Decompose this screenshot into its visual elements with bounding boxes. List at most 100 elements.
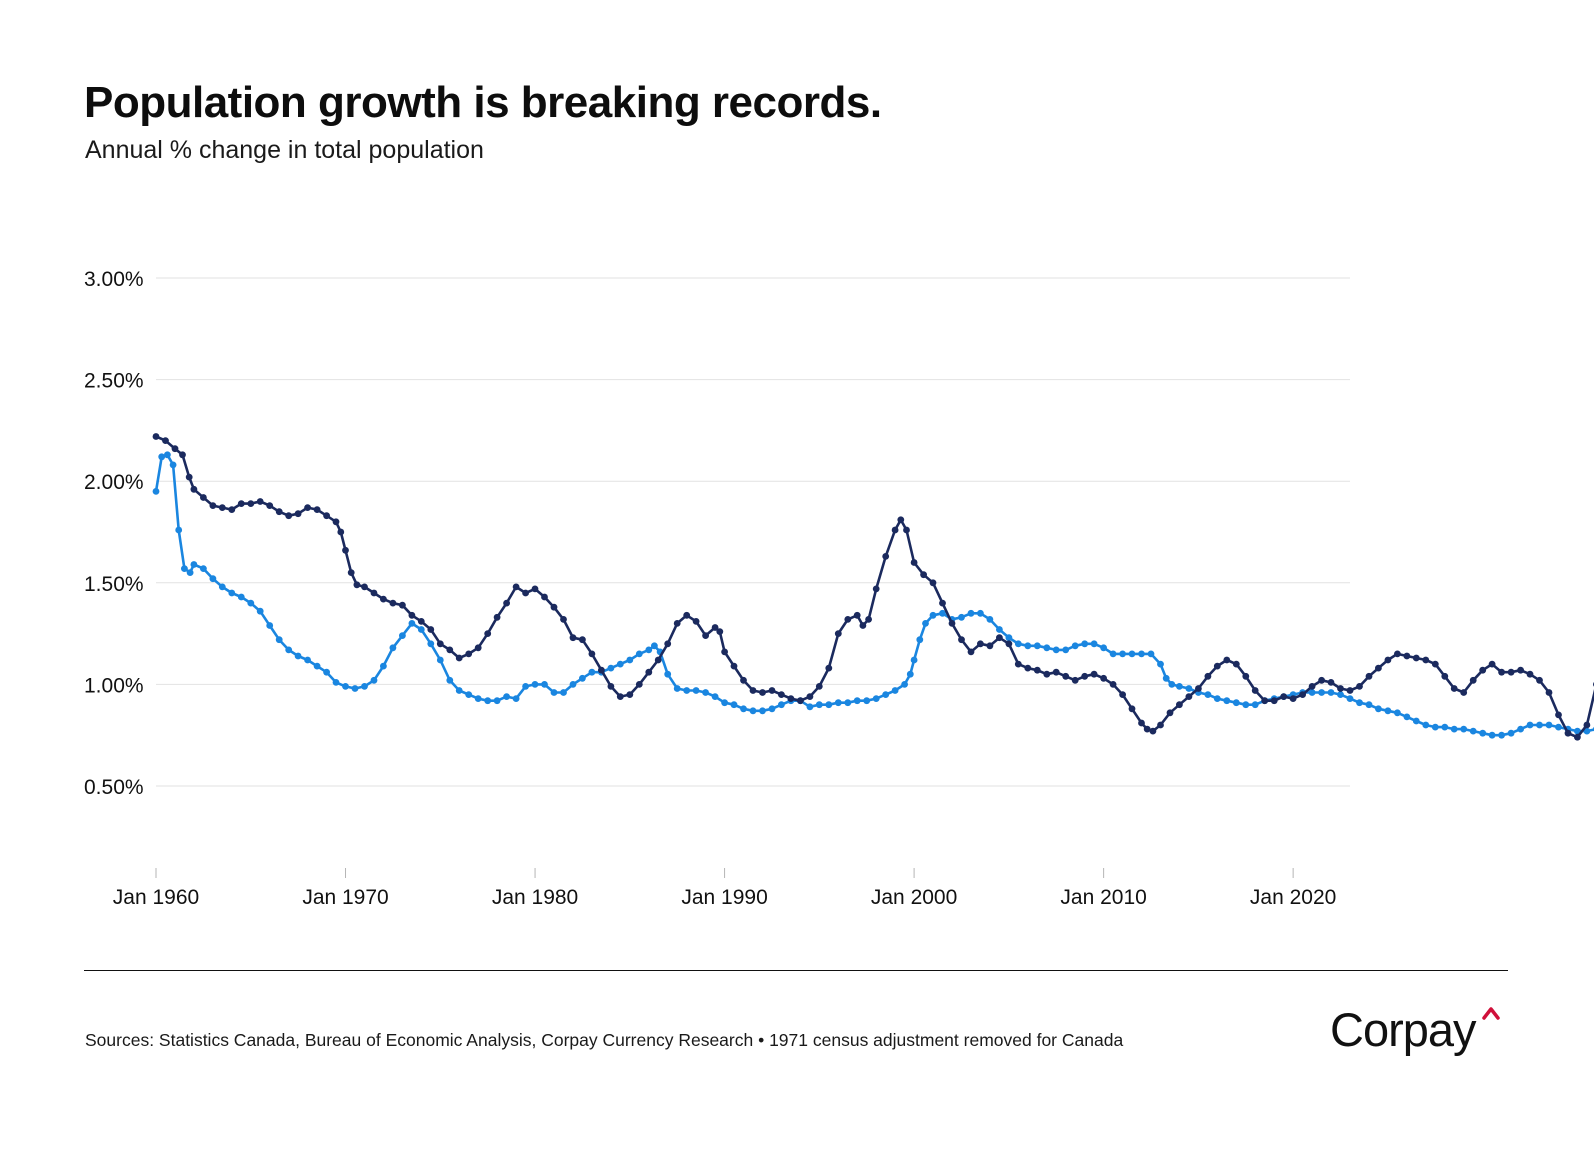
data-point-canada <box>1109 681 1117 688</box>
data-point-canada <box>1299 691 1306 698</box>
data-point-united-states <box>901 681 908 688</box>
chart-subtitle: Annual % change in total population <box>85 136 484 164</box>
data-point-united-states <box>1441 723 1449 731</box>
data-point-united-states <box>1545 721 1553 729</box>
data-point-united-states <box>1460 725 1468 733</box>
data-point-canada <box>872 585 880 593</box>
data-point-united-states <box>275 636 283 644</box>
data-point-canada <box>190 485 198 493</box>
data-point-united-states <box>1251 701 1259 709</box>
data-point-united-states <box>1412 717 1420 725</box>
data-point-canada <box>266 502 274 509</box>
data-point-canada <box>1564 729 1572 737</box>
data-point-canada <box>380 595 387 603</box>
data-point-united-states <box>370 676 378 684</box>
data-point-united-states <box>651 642 658 650</box>
data-point-united-states <box>522 683 529 690</box>
data-point-canada <box>541 593 548 601</box>
data-point-united-states <box>531 681 539 688</box>
data-point-canada <box>1479 666 1487 674</box>
data-point-canada <box>588 650 596 658</box>
data-point-united-states <box>806 703 814 711</box>
data-point-canada <box>1251 687 1259 694</box>
data-point-canada <box>1128 705 1136 713</box>
data-point-canada <box>910 559 918 566</box>
data-point-united-states <box>164 451 171 459</box>
data-point-united-states <box>1469 727 1477 735</box>
data-point-united-states <box>1024 642 1032 650</box>
data-point-united-states <box>1119 650 1126 658</box>
data-point-united-states <box>152 488 160 495</box>
line-chart: 0.50%1.00%1.50%2.00%2.50%3.00% Jan 1960 J… <box>84 268 1594 909</box>
data-point-canada <box>484 630 492 637</box>
data-point-canada <box>361 583 368 591</box>
data-point-canada <box>1394 650 1401 658</box>
data-point-canada <box>313 506 321 513</box>
data-point-canada <box>939 599 946 607</box>
data-point-united-states <box>1356 699 1363 707</box>
data-point-united-states <box>1450 725 1458 733</box>
data-point-canada <box>1261 697 1269 705</box>
data-point-canada <box>389 599 397 607</box>
data-point-united-states <box>512 695 520 702</box>
data-point-canada <box>1327 679 1335 686</box>
y-tick-label: 2.00% <box>84 471 144 494</box>
y-tick-label: 3.00% <box>84 268 144 291</box>
data-point-united-states <box>1394 709 1401 717</box>
data-point-canada <box>256 498 264 505</box>
data-point-united-states <box>256 607 264 615</box>
data-point-canada <box>436 640 444 648</box>
data-point-canada <box>1526 670 1534 678</box>
data-point-canada <box>185 473 193 481</box>
series-line-canada <box>155 435 1594 739</box>
data-point-canada <box>446 646 454 654</box>
data-point-united-states <box>1526 721 1534 729</box>
data-point-canada <box>304 504 311 511</box>
data-point-canada <box>920 571 927 579</box>
data-point-canada <box>1545 689 1553 696</box>
data-point-united-states <box>200 565 207 572</box>
data-point-canada <box>1337 685 1344 692</box>
data-point-canada <box>654 656 662 664</box>
data-point-canada <box>806 693 814 700</box>
data-point-united-states <box>1403 713 1411 721</box>
data-point-united-states <box>635 650 643 658</box>
data-point-canada <box>721 648 728 656</box>
data-point-canada <box>285 512 293 520</box>
data-point-united-states <box>778 701 785 709</box>
data-point-canada <box>702 632 709 639</box>
y-axis: 0.50% 1.00% 1.50% 2.00% 2.50% 3.00% <box>84 268 144 799</box>
data-point-united-states <box>1431 723 1439 731</box>
data-point-canada <box>179 451 186 459</box>
data-point-united-states <box>175 526 183 534</box>
data-point-canada <box>986 642 994 650</box>
data-point-canada <box>853 611 861 619</box>
data-point-canada <box>865 616 872 623</box>
data-point-united-states <box>607 664 615 672</box>
data-point-united-states <box>218 583 226 591</box>
data-point-canada <box>1356 683 1363 690</box>
data-point-united-states <box>1365 701 1373 709</box>
data-point-canada <box>1242 672 1250 680</box>
data-point-united-states <box>158 453 166 461</box>
data-point-canada <box>1149 727 1157 735</box>
data-point-united-states <box>1308 689 1316 696</box>
data-point-canada <box>1014 660 1022 668</box>
data-point-canada <box>1431 660 1439 668</box>
data-point-canada <box>427 626 435 633</box>
data-point-united-states <box>1043 644 1051 652</box>
data-point-canada <box>759 689 766 696</box>
series-line-united-states <box>154 453 1594 737</box>
y-tick-label: 1.50% <box>84 573 144 596</box>
data-point-canada <box>1204 672 1212 680</box>
data-point-united-states <box>550 689 558 696</box>
data-point-canada <box>218 504 226 511</box>
data-point-canada <box>1555 711 1562 719</box>
data-point-canada <box>1375 664 1382 672</box>
data-point-canada <box>237 500 245 507</box>
data-point-canada <box>1143 725 1151 733</box>
data-point-united-states <box>922 620 929 627</box>
data-point-canada <box>1071 676 1079 684</box>
x-tick-label: Jan 2020 <box>1250 886 1336 909</box>
data-point-united-states <box>560 689 567 696</box>
